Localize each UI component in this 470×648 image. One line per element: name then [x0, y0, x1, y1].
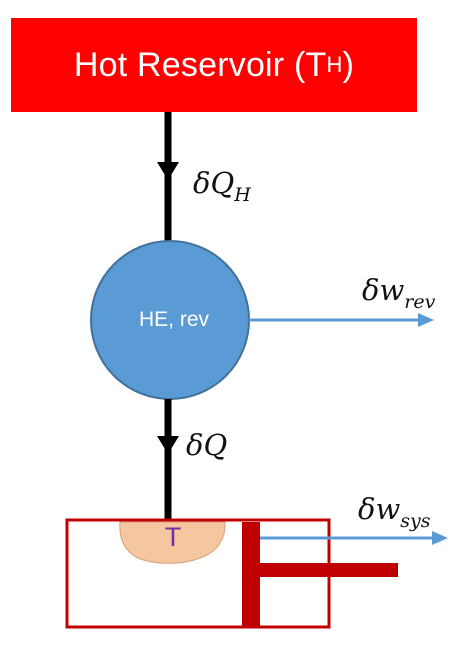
work-sys-subscript: sys	[400, 510, 431, 532]
work-sys-arrowhead	[432, 531, 448, 545]
piston-head	[242, 522, 260, 626]
system-temperature-label: T	[164, 522, 182, 552]
heat-out-symbol: δQ	[186, 428, 228, 462]
work-rev-arrowhead	[418, 313, 434, 327]
heat-in-subscript: H	[234, 184, 251, 206]
reservoir-subscript: H	[326, 52, 343, 77]
heat-in-symbol: δQ	[193, 166, 235, 200]
heat-out-arrowhead	[157, 436, 179, 454]
reservoir-close: )	[342, 45, 355, 84]
piston-rod	[258, 563, 398, 577]
heat-engine-label: HE, rev	[138, 308, 209, 331]
work-rev-subscript: rev	[404, 291, 436, 313]
heat-out-label: δQ	[186, 428, 227, 462]
work-sys-symbol: δw	[358, 492, 401, 526]
heat-in-label: δQH	[193, 166, 251, 206]
system-blob	[119, 521, 226, 564]
reservoir-label: Hot Reservoir (T	[73, 45, 327, 84]
hot-reservoir: Hot Reservoir (T H)	[11, 18, 417, 112]
work-sys-label: δwsys	[358, 492, 431, 532]
heat-in-arrowhead	[157, 162, 179, 180]
work-rev-label: δwrev	[362, 273, 435, 313]
work-rev-symbol: δw	[362, 273, 405, 307]
